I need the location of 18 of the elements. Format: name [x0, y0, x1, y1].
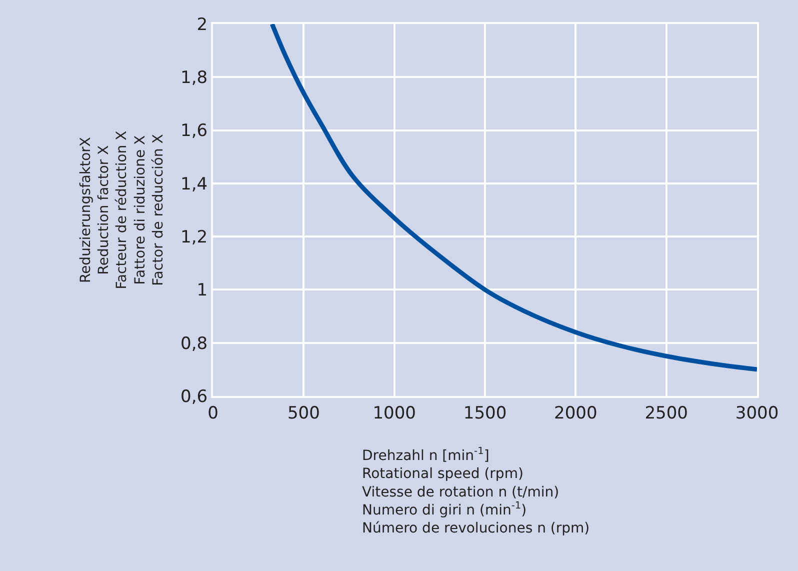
x-tick-label: 1500 [463, 403, 507, 424]
x-tick-label: 0 [208, 403, 218, 424]
x-tick-label: 2000 [554, 403, 598, 424]
y-tick-label: 0,6 [180, 386, 208, 407]
x-tick-label: 2500 [644, 403, 688, 424]
y-tick-label: 1,4 [180, 174, 208, 194]
y-tick-label: 1 [196, 280, 208, 301]
y-tick-label: 1,6 [180, 121, 208, 142]
y-tick-label: 1,2 [180, 228, 208, 248]
text: Drehzahl n [min$^{-1}$] Rotational speed (rpm) Vitesse de rotation n (t/min) Numero di giri n (min$^{-1}$) Número de revoluciones n (rpm) [362, 446, 590, 537]
x-tick-label: 1000 [372, 403, 416, 424]
x-tick-label: 3000 [735, 403, 779, 424]
y-axis-title: ReduzierungsfaktorX Reduction factor X Facteur de réduction X Fattore di riduzione X Factor de reducción X [78, 130, 167, 290]
x-tick-label: 500 [287, 403, 320, 424]
y-tick-label: 2 [196, 14, 208, 35]
line-series [270, 24, 757, 372]
y-tick-label: 0,8 [180, 334, 208, 354]
y-tick-label: 1,8 [180, 68, 208, 88]
